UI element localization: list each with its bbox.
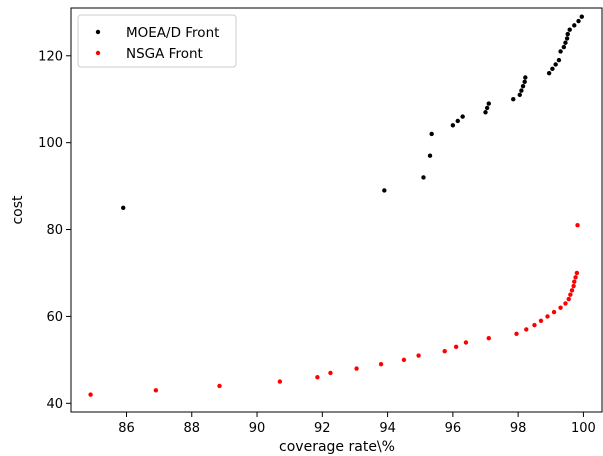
data-point — [484, 105, 490, 111]
y-tick-label: 80 — [46, 223, 63, 238]
data-point — [558, 49, 563, 54]
data-point — [550, 66, 555, 72]
data-point — [572, 23, 577, 28]
data-point — [551, 309, 557, 315]
data-point — [427, 153, 433, 158]
x-tick-label: 96 — [445, 421, 462, 436]
data-point — [486, 335, 491, 341]
data-point — [429, 131, 434, 137]
data-point — [576, 18, 581, 24]
data-point — [442, 348, 447, 354]
data-point — [519, 88, 524, 93]
data-point — [524, 327, 529, 332]
y-axis-label: cost — [10, 195, 26, 225]
x-axis: 86 88 90 92 94 96 98 100 — [118, 412, 596, 436]
x-tick-label: 88 — [183, 421, 200, 436]
data-point — [121, 205, 126, 211]
data-point — [553, 62, 558, 67]
data-point — [574, 270, 580, 276]
data-point — [520, 83, 526, 89]
data-point — [514, 331, 519, 337]
data-point — [523, 75, 528, 80]
x-tick-label: 94 — [379, 421, 396, 436]
data-point — [453, 344, 459, 350]
series-moead — [121, 14, 584, 211]
data-point — [460, 114, 465, 119]
data-point — [88, 392, 93, 397]
data-point — [563, 301, 568, 306]
x-tick-label: 86 — [118, 421, 135, 436]
plot-frame — [70, 7, 603, 413]
data-point — [546, 70, 552, 76]
data-point — [566, 296, 571, 302]
data-point — [354, 366, 359, 371]
data-point — [532, 322, 537, 328]
data-point — [517, 92, 522, 98]
x-axis-label: coverage rate\% — [279, 439, 395, 455]
data-point — [572, 279, 577, 284]
data-point — [558, 305, 563, 310]
data-point — [569, 288, 575, 293]
data-point — [538, 318, 544, 323]
data-point — [450, 123, 456, 128]
data-point — [565, 31, 570, 37]
data-point — [328, 370, 333, 376]
data-point — [556, 57, 562, 63]
data-point — [564, 36, 570, 41]
data-point — [573, 275, 578, 280]
x-tick-label: 98 — [510, 421, 527, 436]
y-tick-label: 120 — [38, 49, 63, 64]
data-point — [217, 383, 222, 389]
data-point — [561, 44, 567, 50]
legend-box — [77, 14, 237, 68]
legend: MOEA/D Front NSGA Front — [77, 14, 237, 68]
data-point — [315, 375, 320, 380]
data-point — [483, 110, 488, 115]
legend-marker-moead — [95, 29, 101, 35]
legend-label-nsga: NSGA Front — [126, 46, 203, 62]
data-point — [416, 353, 421, 358]
data-point — [378, 362, 384, 367]
data-point — [401, 357, 407, 363]
y-tick-label: 60 — [46, 310, 63, 325]
data-point — [153, 388, 159, 393]
data-point — [511, 97, 516, 102]
data-point — [522, 79, 527, 85]
data-point — [567, 27, 572, 32]
data-point — [277, 379, 283, 384]
x-tick-label: 92 — [314, 421, 331, 436]
data-point — [575, 223, 580, 228]
series-nsga — [88, 223, 580, 397]
data-point — [455, 118, 460, 124]
y-tick-label: 40 — [46, 397, 63, 412]
data-point — [382, 188, 387, 193]
legend-label-moead: MOEA/D Front — [126, 25, 219, 41]
plot-area — [88, 14, 584, 397]
data-point — [579, 14, 584, 19]
data-point — [568, 292, 573, 297]
y-tick-label: 100 — [38, 136, 63, 151]
data-point — [571, 283, 576, 289]
legend-marker-nsga — [95, 50, 101, 56]
x-tick-label: 90 — [249, 421, 266, 436]
data-point — [545, 314, 550, 319]
data-point — [563, 40, 568, 45]
data-point — [421, 175, 426, 180]
data-point — [486, 101, 491, 106]
data-point — [463, 340, 469, 345]
y-axis: 40 60 80 100 120 — [38, 49, 71, 412]
x-tick-label: 100 — [571, 421, 596, 436]
